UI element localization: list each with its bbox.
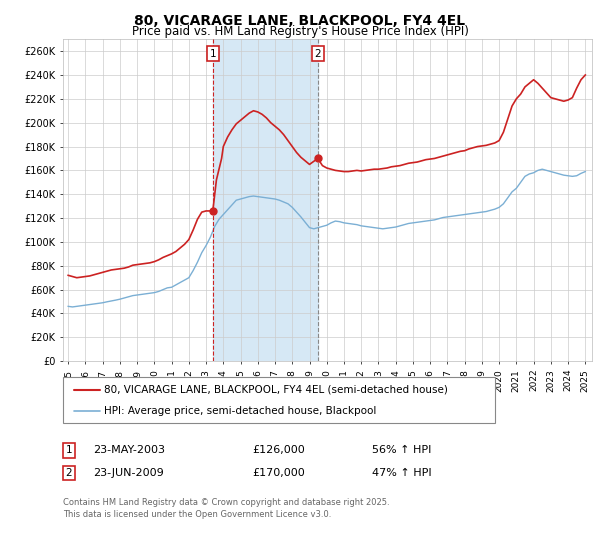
Text: Price paid vs. HM Land Registry's House Price Index (HPI): Price paid vs. HM Land Registry's House …: [131, 25, 469, 39]
Text: 80, VICARAGE LANE, BLACKPOOL, FY4 4EL: 80, VICARAGE LANE, BLACKPOOL, FY4 4EL: [134, 14, 466, 28]
Text: 47% ↑ HPI: 47% ↑ HPI: [372, 468, 431, 478]
Text: £170,000: £170,000: [252, 468, 305, 478]
Text: 1: 1: [209, 49, 216, 59]
Text: £126,000: £126,000: [252, 445, 305, 455]
Bar: [213, 39, 318, 361]
Text: 23-JUN-2009: 23-JUN-2009: [93, 468, 164, 478]
Text: 2: 2: [314, 49, 321, 59]
Text: 1: 1: [65, 445, 73, 455]
Text: 80, VICARAGE LANE, BLACKPOOL, FY4 4EL (semi-detached house): 80, VICARAGE LANE, BLACKPOOL, FY4 4EL (s…: [104, 385, 448, 395]
Text: Contains HM Land Registry data © Crown copyright and database right 2025.
This d: Contains HM Land Registry data © Crown c…: [63, 498, 389, 519]
Text: 23-MAY-2003: 23-MAY-2003: [93, 445, 165, 455]
Text: HPI: Average price, semi-detached house, Blackpool: HPI: Average price, semi-detached house,…: [104, 407, 376, 416]
Text: 56% ↑ HPI: 56% ↑ HPI: [372, 445, 431, 455]
Text: 2: 2: [65, 468, 73, 478]
